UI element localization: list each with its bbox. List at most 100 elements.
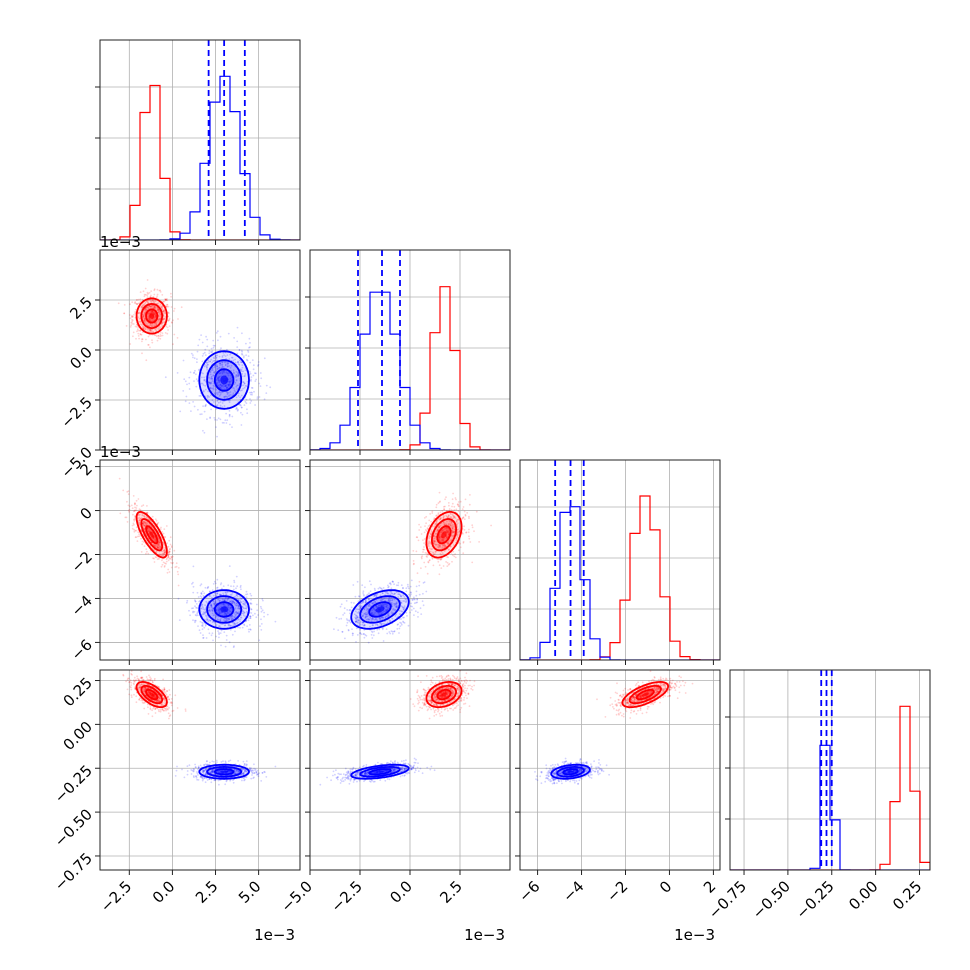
scatter-point [367, 641, 370, 644]
scatter-point [199, 632, 202, 634]
scatter-point [354, 616, 357, 619]
scatter-point [157, 543, 160, 546]
scatter-point [221, 365, 224, 368]
scatter-point [362, 621, 365, 624]
scatter-point [446, 536, 448, 539]
scatter-point [363, 623, 366, 626]
scatter-point [216, 611, 219, 614]
scatter-point [446, 527, 449, 530]
scatter-point [154, 712, 157, 714]
scatter-point [210, 408, 213, 411]
scatter-point [221, 366, 224, 368]
scatter-point [462, 516, 465, 519]
scatter-point [456, 531, 459, 533]
scatter-point [145, 300, 148, 303]
scatter-point [154, 299, 156, 302]
scatter-point [166, 305, 169, 308]
scatter-point [441, 552, 444, 554]
scatter-point [439, 511, 442, 514]
scatter-point [383, 599, 386, 602]
scatter-point [445, 529, 448, 532]
scatter-point [197, 408, 199, 411]
scatter-point [136, 535, 139, 538]
scatter-point [163, 528, 166, 530]
scatter-point [402, 620, 404, 623]
scatter-point [174, 694, 177, 697]
scatter-point [230, 593, 233, 596]
scatter-point [134, 311, 137, 313]
scatter-point [435, 543, 438, 546]
scatter-point [379, 622, 382, 625]
scatter-point [210, 369, 213, 371]
scatter-point [196, 361, 198, 364]
scatter-point [345, 624, 348, 627]
scatter-point [436, 558, 439, 561]
scatter-point [247, 619, 250, 622]
scatter-point [228, 410, 231, 412]
scatter-point [149, 305, 152, 307]
scatter-point [243, 611, 246, 614]
scatter-point [130, 324, 133, 327]
scatter-point [215, 625, 218, 627]
scatter-point [149, 318, 152, 321]
scatter-point [441, 539, 444, 541]
scatter-point [241, 352, 243, 355]
scatter-point [437, 502, 440, 505]
scatter-point [129, 343, 132, 345]
scatter-point [155, 322, 158, 325]
scatter-point [461, 508, 464, 510]
scatter-point [440, 558, 443, 560]
scatter-point [144, 308, 147, 310]
scatter-point [156, 699, 159, 702]
scatter-point [373, 594, 376, 597]
scatter-point [446, 509, 448, 512]
scatter-point [342, 614, 344, 616]
scatter-point [148, 317, 151, 319]
scatter-point [163, 553, 166, 556]
scatter-point [164, 376, 167, 379]
scatter-point [158, 313, 161, 315]
scatter-point [216, 381, 219, 384]
scatter-point [445, 496, 447, 499]
scatter-point [410, 579, 413, 582]
scatter-point [245, 610, 248, 613]
scatter-point [218, 367, 221, 369]
scatter-point [407, 585, 409, 588]
scatter-point [420, 556, 423, 559]
scatter-point [242, 607, 245, 609]
scatter-point [218, 379, 221, 381]
scatter-point [237, 604, 240, 607]
scatter-point [389, 599, 392, 601]
scatter-point [204, 405, 207, 408]
scatter-point [129, 679, 132, 682]
histogram-series-1 [100, 75, 300, 240]
scatter-point [213, 603, 216, 606]
scatter-point [240, 411, 242, 414]
scatter-point [216, 365, 219, 368]
scatter-point [434, 522, 437, 525]
scatter-point [221, 363, 224, 366]
scatter-point [403, 600, 406, 602]
scatter-point [242, 356, 245, 359]
scatter-point [232, 624, 235, 626]
scatter-point [126, 521, 129, 523]
scatter-point [359, 632, 361, 635]
scatter-point [129, 303, 131, 306]
scatter-point [223, 624, 226, 627]
scatter-point [400, 584, 403, 587]
scatter-point [145, 359, 148, 362]
scatter-point [423, 548, 425, 551]
scatter-point [218, 612, 221, 615]
scatter-point [138, 699, 141, 701]
scatter-point [153, 679, 156, 682]
scatter-point [149, 323, 152, 326]
scatter-point [164, 549, 167, 552]
scatter-point [211, 375, 213, 378]
scatter-point [406, 615, 408, 617]
scatter-point [440, 538, 443, 541]
scatter-point [142, 521, 145, 524]
scatter-point [371, 624, 374, 627]
scatter-point [176, 372, 179, 374]
scatter-point [241, 366, 244, 369]
scatter-point [451, 527, 454, 529]
